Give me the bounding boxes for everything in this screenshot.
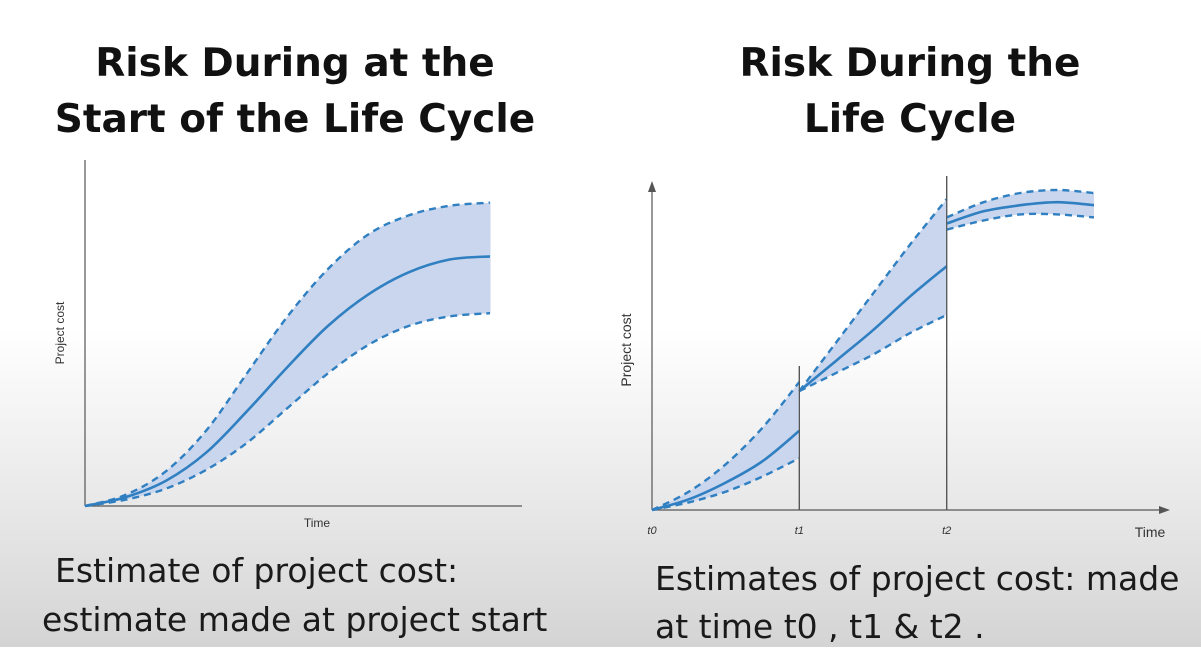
left-estimate-line	[84, 255, 491, 508]
x-tick-label-t1: t1	[795, 525, 804, 537]
left-upper-bound-line	[84, 201, 491, 508]
left-caption-line-1: Estimate of project cost:	[55, 551, 459, 590]
left-title-line-2: Start of the Life Cycle	[54, 97, 536, 142]
left-caption-line-2: estimate made at project start	[42, 600, 548, 639]
risk-band-t0	[652, 382, 800, 510]
left-x-axis-label: Time	[304, 516, 331, 530]
right-y-axis-arrow	[648, 181, 656, 192]
right-y-axis-label: Project cost	[618, 313, 634, 386]
right-chart-title: Risk During the Life Cycle	[650, 36, 1170, 148]
left-y-axis-label: Project cost	[53, 301, 67, 364]
lower-bound-line-t2	[946, 212, 1095, 231]
right-x-axis-arrow	[1159, 506, 1170, 514]
right-caption-line-2: at time t0 , t1 & t2 .	[655, 607, 985, 646]
estimate-line-t2	[946, 200, 1095, 225]
right-title-line-2: Life Cycle	[803, 97, 1017, 142]
left-title-line-1: Risk During at the	[95, 41, 495, 86]
left-chart-title: Risk During at the Start of the Life Cyc…	[40, 36, 550, 148]
left-risk-band	[85, 202, 490, 506]
right-plot-area: t0 t1 t2	[647, 176, 1095, 537]
upper-bound-line-t0	[651, 381, 801, 512]
upper-bound-line-t1	[798, 198, 948, 392]
estimate-line-t1	[798, 265, 948, 393]
risk-band-t2	[946, 190, 1094, 230]
right-caption-line-1: Estimates of project cost: made	[655, 559, 1180, 598]
lower-bound-line-t0	[651, 457, 800, 512]
right-title-line-1: Risk During the	[739, 41, 1081, 86]
x-tick-label-t0: t0	[647, 525, 657, 537]
right-x-axis-label: Time	[1135, 524, 1166, 540]
estimate-line-t0	[651, 429, 801, 512]
left-lower-bound-line	[84, 312, 491, 508]
left-plot-area	[84, 201, 491, 508]
upper-bound-line-t2	[946, 188, 1095, 219]
x-tick-label-t2: t2	[942, 525, 951, 537]
lower-bound-line-t1	[798, 313, 948, 393]
